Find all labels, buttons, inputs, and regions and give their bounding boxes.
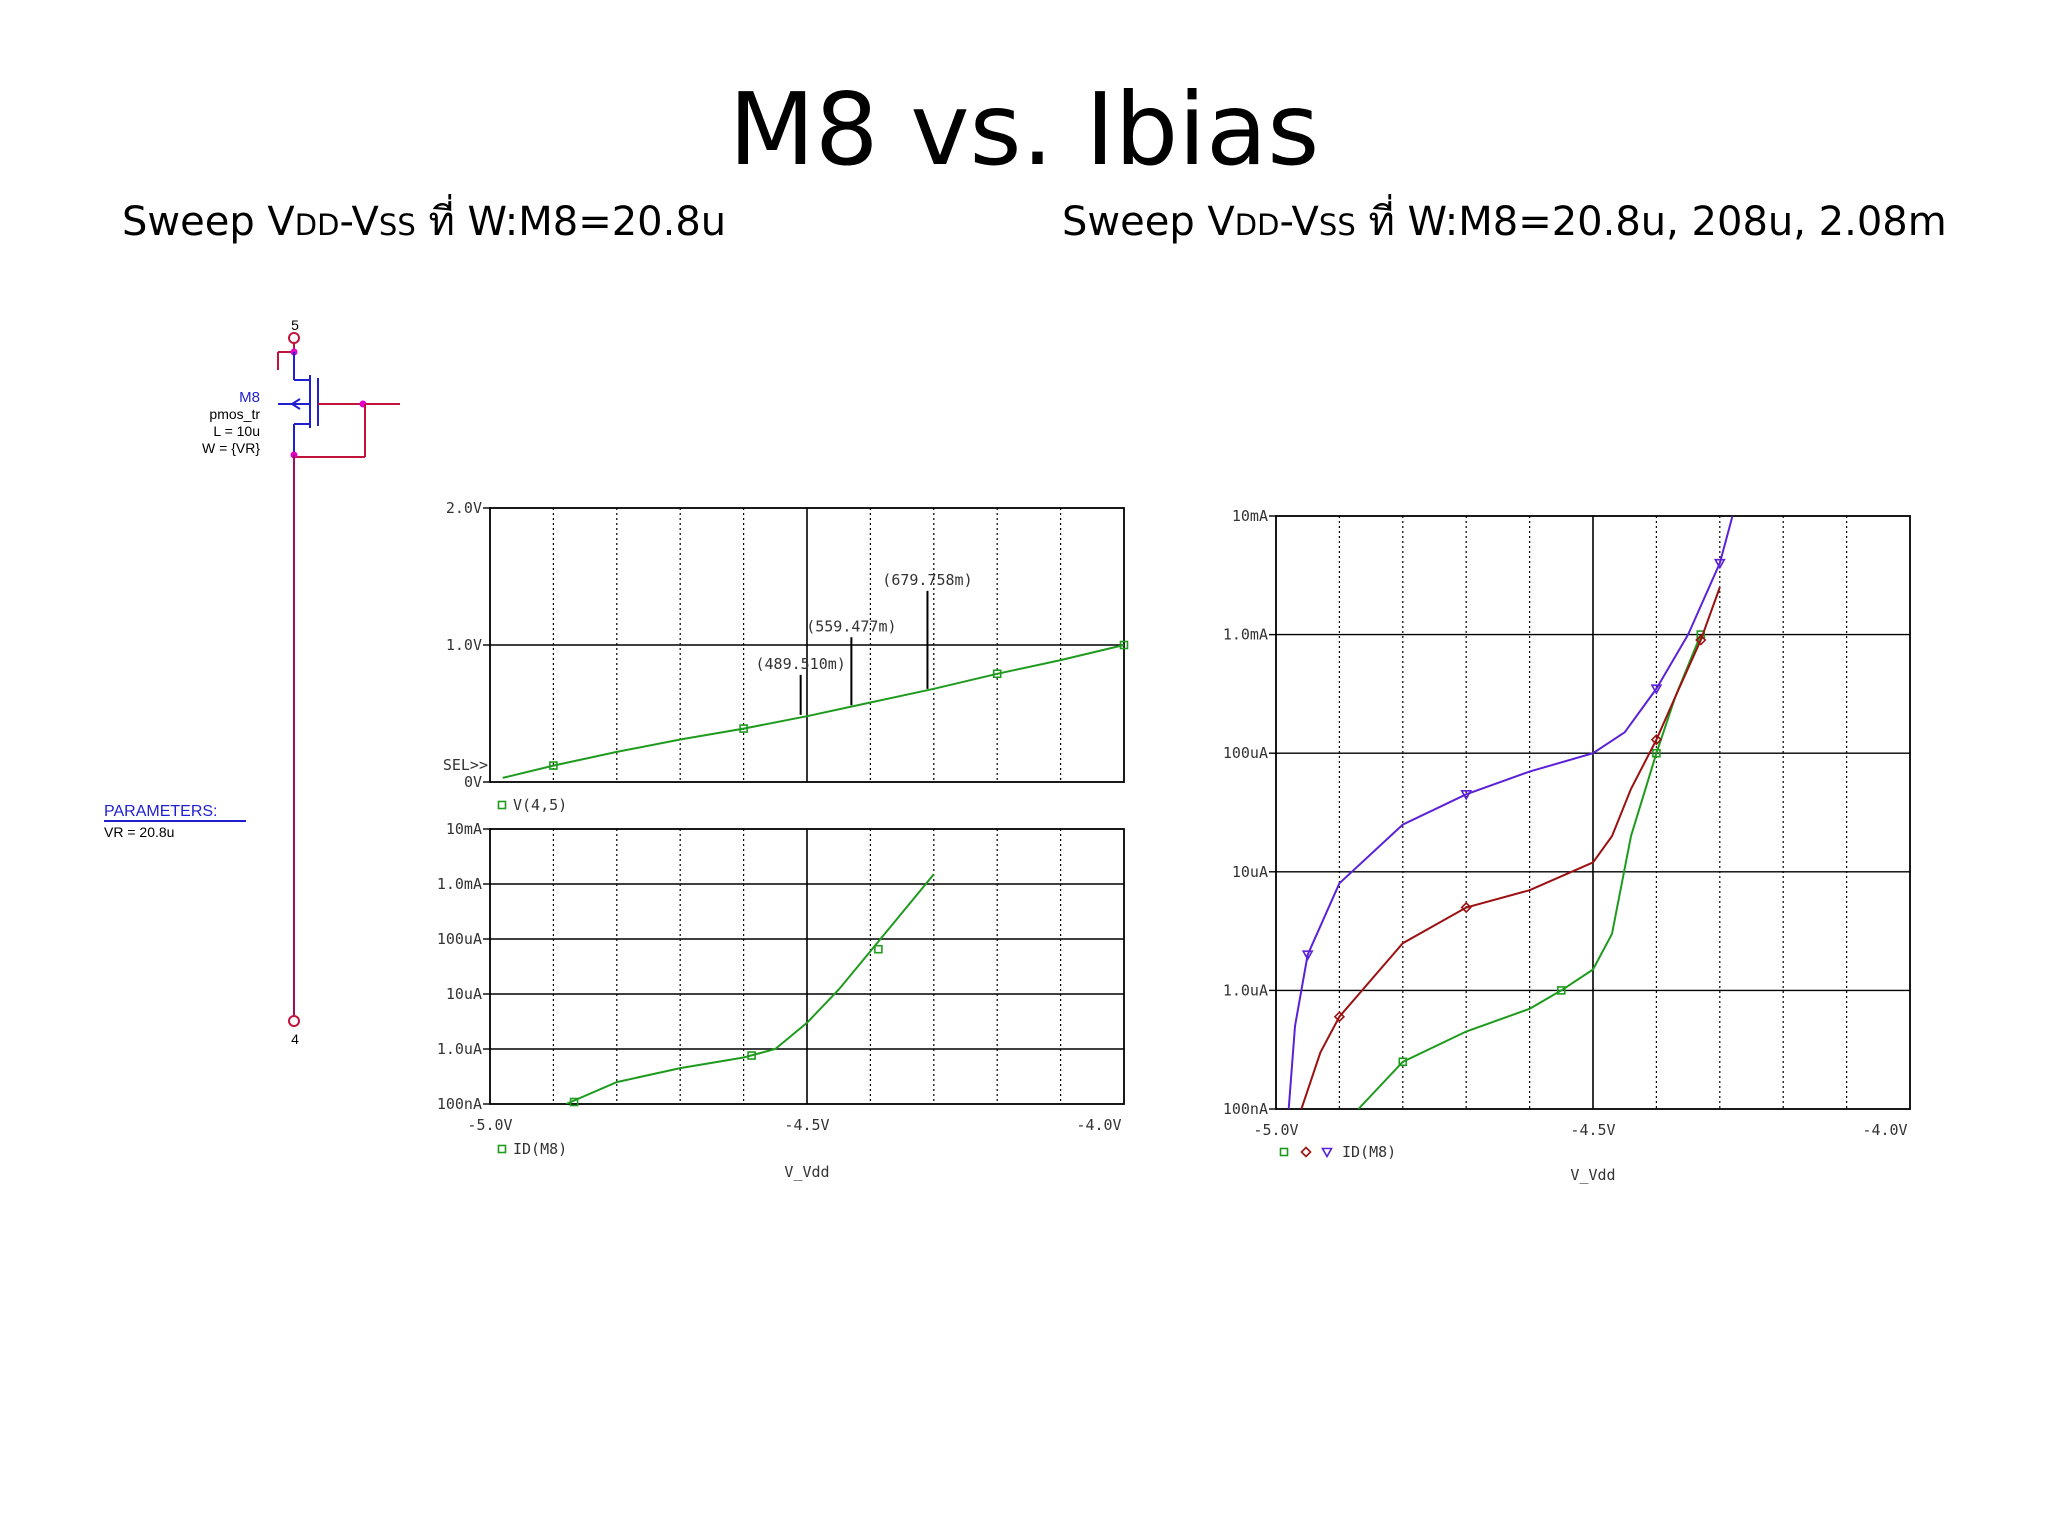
left-subtitle: Sweep VDD-VSS ที่ W:M8=20.8u	[122, 198, 726, 249]
legend-label-w: ID(M8)	[1342, 1143, 1396, 1161]
series-marker-id-m8-0	[569, 1097, 579, 1107]
legend-marker-w0	[1279, 1147, 1289, 1157]
x-tick-label-1-1: -4.5V	[784, 1116, 829, 1134]
series-marker-v45-3	[1119, 640, 1129, 650]
series-line-w2	[1287, 516, 1734, 1109]
x-tick-label-1-2: -4.0V	[1076, 1116, 1121, 1134]
series-marker-w1-0	[1333, 1011, 1346, 1023]
annotation-label-1: (559.477m)	[806, 617, 896, 635]
series-line-w1	[1300, 587, 1721, 1109]
series-marker-w2-3	[1713, 558, 1726, 570]
right-subtitle: Sweep VDD-VSS ที่ W:M8=20.8u, 208u, 2.08…	[1062, 198, 1947, 249]
y-tick-label-2-1: 1.0mA	[1223, 626, 1268, 644]
series-marker-w1-2	[1650, 734, 1663, 746]
y-tick-label-2-2: 100uA	[1223, 744, 1268, 762]
right-subtitle-sub1: DD	[1234, 208, 1280, 242]
y-tick-label-1-1: 1.0mA	[437, 875, 482, 893]
right-subtitle-post: ที่ W:M8=20.8u, 208u, 2.08m	[1355, 199, 1947, 245]
right-subtitle-mid: -V	[1279, 199, 1319, 245]
y-tick-label-1-0: 10mA	[446, 820, 482, 838]
legend-label-v45: V(4,5)	[513, 796, 567, 814]
left-subtitle-mid: -V	[339, 199, 379, 245]
device-name: M8	[239, 389, 260, 406]
series-marker-w0-1	[1557, 986, 1566, 995]
plot-frame-2	[1275, 515, 1911, 1110]
y-tick-label-1-5: 100nA	[437, 1095, 482, 1113]
legend-marker-id-m8	[497, 1144, 507, 1154]
x-axis-label-2: V_Vdd	[1570, 1166, 1615, 1184]
pmos-transistor-symbol[interactable]	[278, 352, 319, 455]
series-marker-v45-2	[992, 669, 1002, 679]
left-subtitle-sub2: SS	[378, 208, 416, 242]
node-bottom-label: 4	[291, 1031, 299, 1047]
plot-frame-1	[489, 828, 1125, 1105]
legend-label-id-m8: ID(M8)	[513, 1140, 567, 1158]
node-bottom-terminal[interactable]	[288, 1015, 300, 1027]
x-tick-label-2-2: -4.0V	[1862, 1121, 1907, 1139]
left-subtitle-pre: Sweep V	[122, 199, 295, 245]
y-tick-label-2-3: 10uA	[1232, 863, 1268, 881]
series-marker-w1-3	[1695, 634, 1707, 646]
x-axis-label-1: V_Vdd	[784, 1163, 829, 1181]
y-tick-label-2-4: 1.0uA	[1223, 981, 1268, 999]
x-tick-label-2-0: -5.0V	[1253, 1121, 1298, 1139]
series-marker-v45-0	[549, 761, 558, 770]
left-subtitle-sub1: DD	[294, 208, 340, 242]
annotation-label-2: (679.758m)	[882, 571, 972, 589]
y-tick-label-0-0: 2.0V	[446, 499, 482, 517]
y-tick-label-1-2: 100uA	[437, 930, 482, 948]
series-marker-id-m8-1	[747, 1051, 756, 1060]
y-tick-label-1-4: 1.0uA	[437, 1040, 482, 1058]
series-marker-w2-0	[1301, 950, 1314, 961]
slide-title: M8 vs. Ibias	[728, 71, 1320, 188]
y-tick-label-0-1: 1.0V	[446, 636, 482, 654]
right-subtitle-sub2: SS	[1318, 208, 1356, 242]
series-line-v45	[502, 644, 1125, 779]
node-top-label: 5	[291, 317, 299, 333]
series-marker-w2-1	[1460, 790, 1473, 801]
legend-marker-w1	[1300, 1146, 1312, 1158]
parameters-title[interactable]: PARAMETERS:	[104, 803, 218, 820]
right-subtitle-pre: Sweep V	[1062, 199, 1235, 245]
series-marker-w0-0	[1398, 1057, 1408, 1067]
series-marker-w2-2	[1650, 684, 1663, 695]
left-subtitle-post: ที่ W:M8=20.8u	[415, 199, 727, 245]
sel-label: SEL>>	[443, 756, 488, 774]
parameters-value: VR = 20.8u	[104, 824, 174, 840]
device-model: pmos_tr	[209, 406, 260, 422]
y-tick-label-0-2: 0V	[464, 773, 482, 791]
x-tick-label-2-1: -4.5V	[1570, 1121, 1615, 1139]
series-line-id-m8	[565, 873, 935, 1104]
device-width: W = {VR}	[202, 440, 260, 456]
annotation-label-0: (489.510m)	[756, 655, 846, 673]
legend-marker-v45	[497, 800, 507, 810]
series-marker-w0-2	[1652, 748, 1661, 758]
y-tick-label-2-5: 100nA	[1223, 1100, 1268, 1118]
y-tick-label-2-0: 10mA	[1232, 507, 1268, 525]
x-tick-label-1-0: -5.0V	[467, 1116, 512, 1134]
series-line-w0	[1357, 634, 1702, 1109]
y-tick-label-1-3: 10uA	[446, 985, 482, 1003]
legend-marker-w2	[1321, 1147, 1333, 1159]
series-marker-v45-1	[739, 724, 748, 733]
series-marker-w1-1	[1460, 901, 1472, 914]
device-length: L = 10u	[213, 423, 260, 439]
series-marker-id-m8-2	[874, 944, 883, 954]
